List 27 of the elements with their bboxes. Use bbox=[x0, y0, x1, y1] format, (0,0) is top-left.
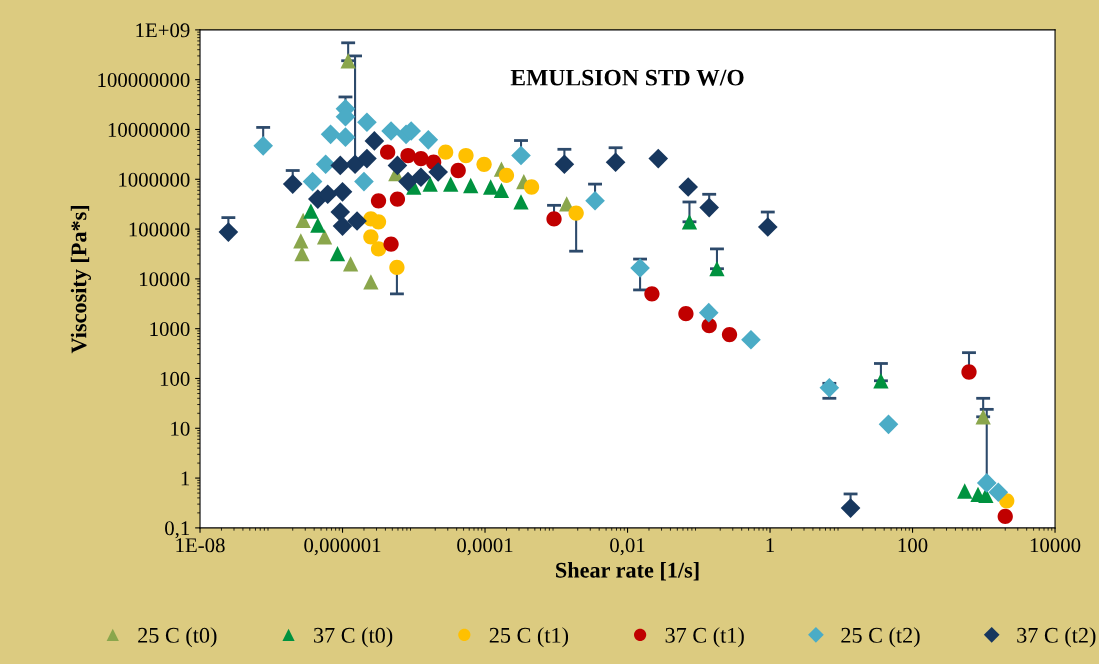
text: EMULSION STD W/O bbox=[510, 69, 744, 86]
x-tick-label: 1 bbox=[766, 538, 774, 553]
x-tick-label: 0,0001 bbox=[457, 538, 513, 556]
y-tick-label: 100000000 bbox=[98, 73, 190, 88]
y-axis-title: Viscosity [Pa*s] bbox=[70, 205, 91, 354]
y-tick-label: 100 bbox=[160, 371, 190, 386]
x-tick-label: 0,000001 bbox=[304, 538, 381, 556]
legend-label: 37 C (t1) bbox=[665, 627, 744, 648]
x-tick-label: 10000 bbox=[1030, 538, 1081, 553]
legend-label: 37 C (t0) bbox=[314, 627, 393, 648]
x-axis-title: Shear rate [1/s] bbox=[556, 562, 699, 581]
x-tick-label: 100 bbox=[898, 538, 928, 553]
y-tick-label: 10000 bbox=[140, 272, 190, 287]
y-tick-label: 10000000 bbox=[108, 122, 190, 137]
legend-label: 25 C (t1) bbox=[489, 627, 569, 648]
y-tick-label: 1E+09 bbox=[136, 23, 190, 38]
y-tick-label: 1000 bbox=[150, 322, 190, 337]
legend-label: 25 C (t0) bbox=[138, 627, 217, 648]
y-tick-label: 0,1 bbox=[165, 521, 190, 539]
x-tick-label: 0,01 bbox=[610, 538, 645, 556]
legend-label: 25 C (t2) bbox=[841, 627, 920, 648]
y-tick-label: 1000000 bbox=[119, 172, 190, 187]
y-tick-label: 100000 bbox=[129, 222, 190, 237]
y-tick-label: 10 bbox=[171, 421, 190, 436]
x-tick-label: 1E-08 bbox=[176, 538, 225, 553]
y-tick-label: 1 bbox=[181, 471, 190, 486]
legend-label: 37 C (t2) bbox=[1017, 627, 1096, 648]
